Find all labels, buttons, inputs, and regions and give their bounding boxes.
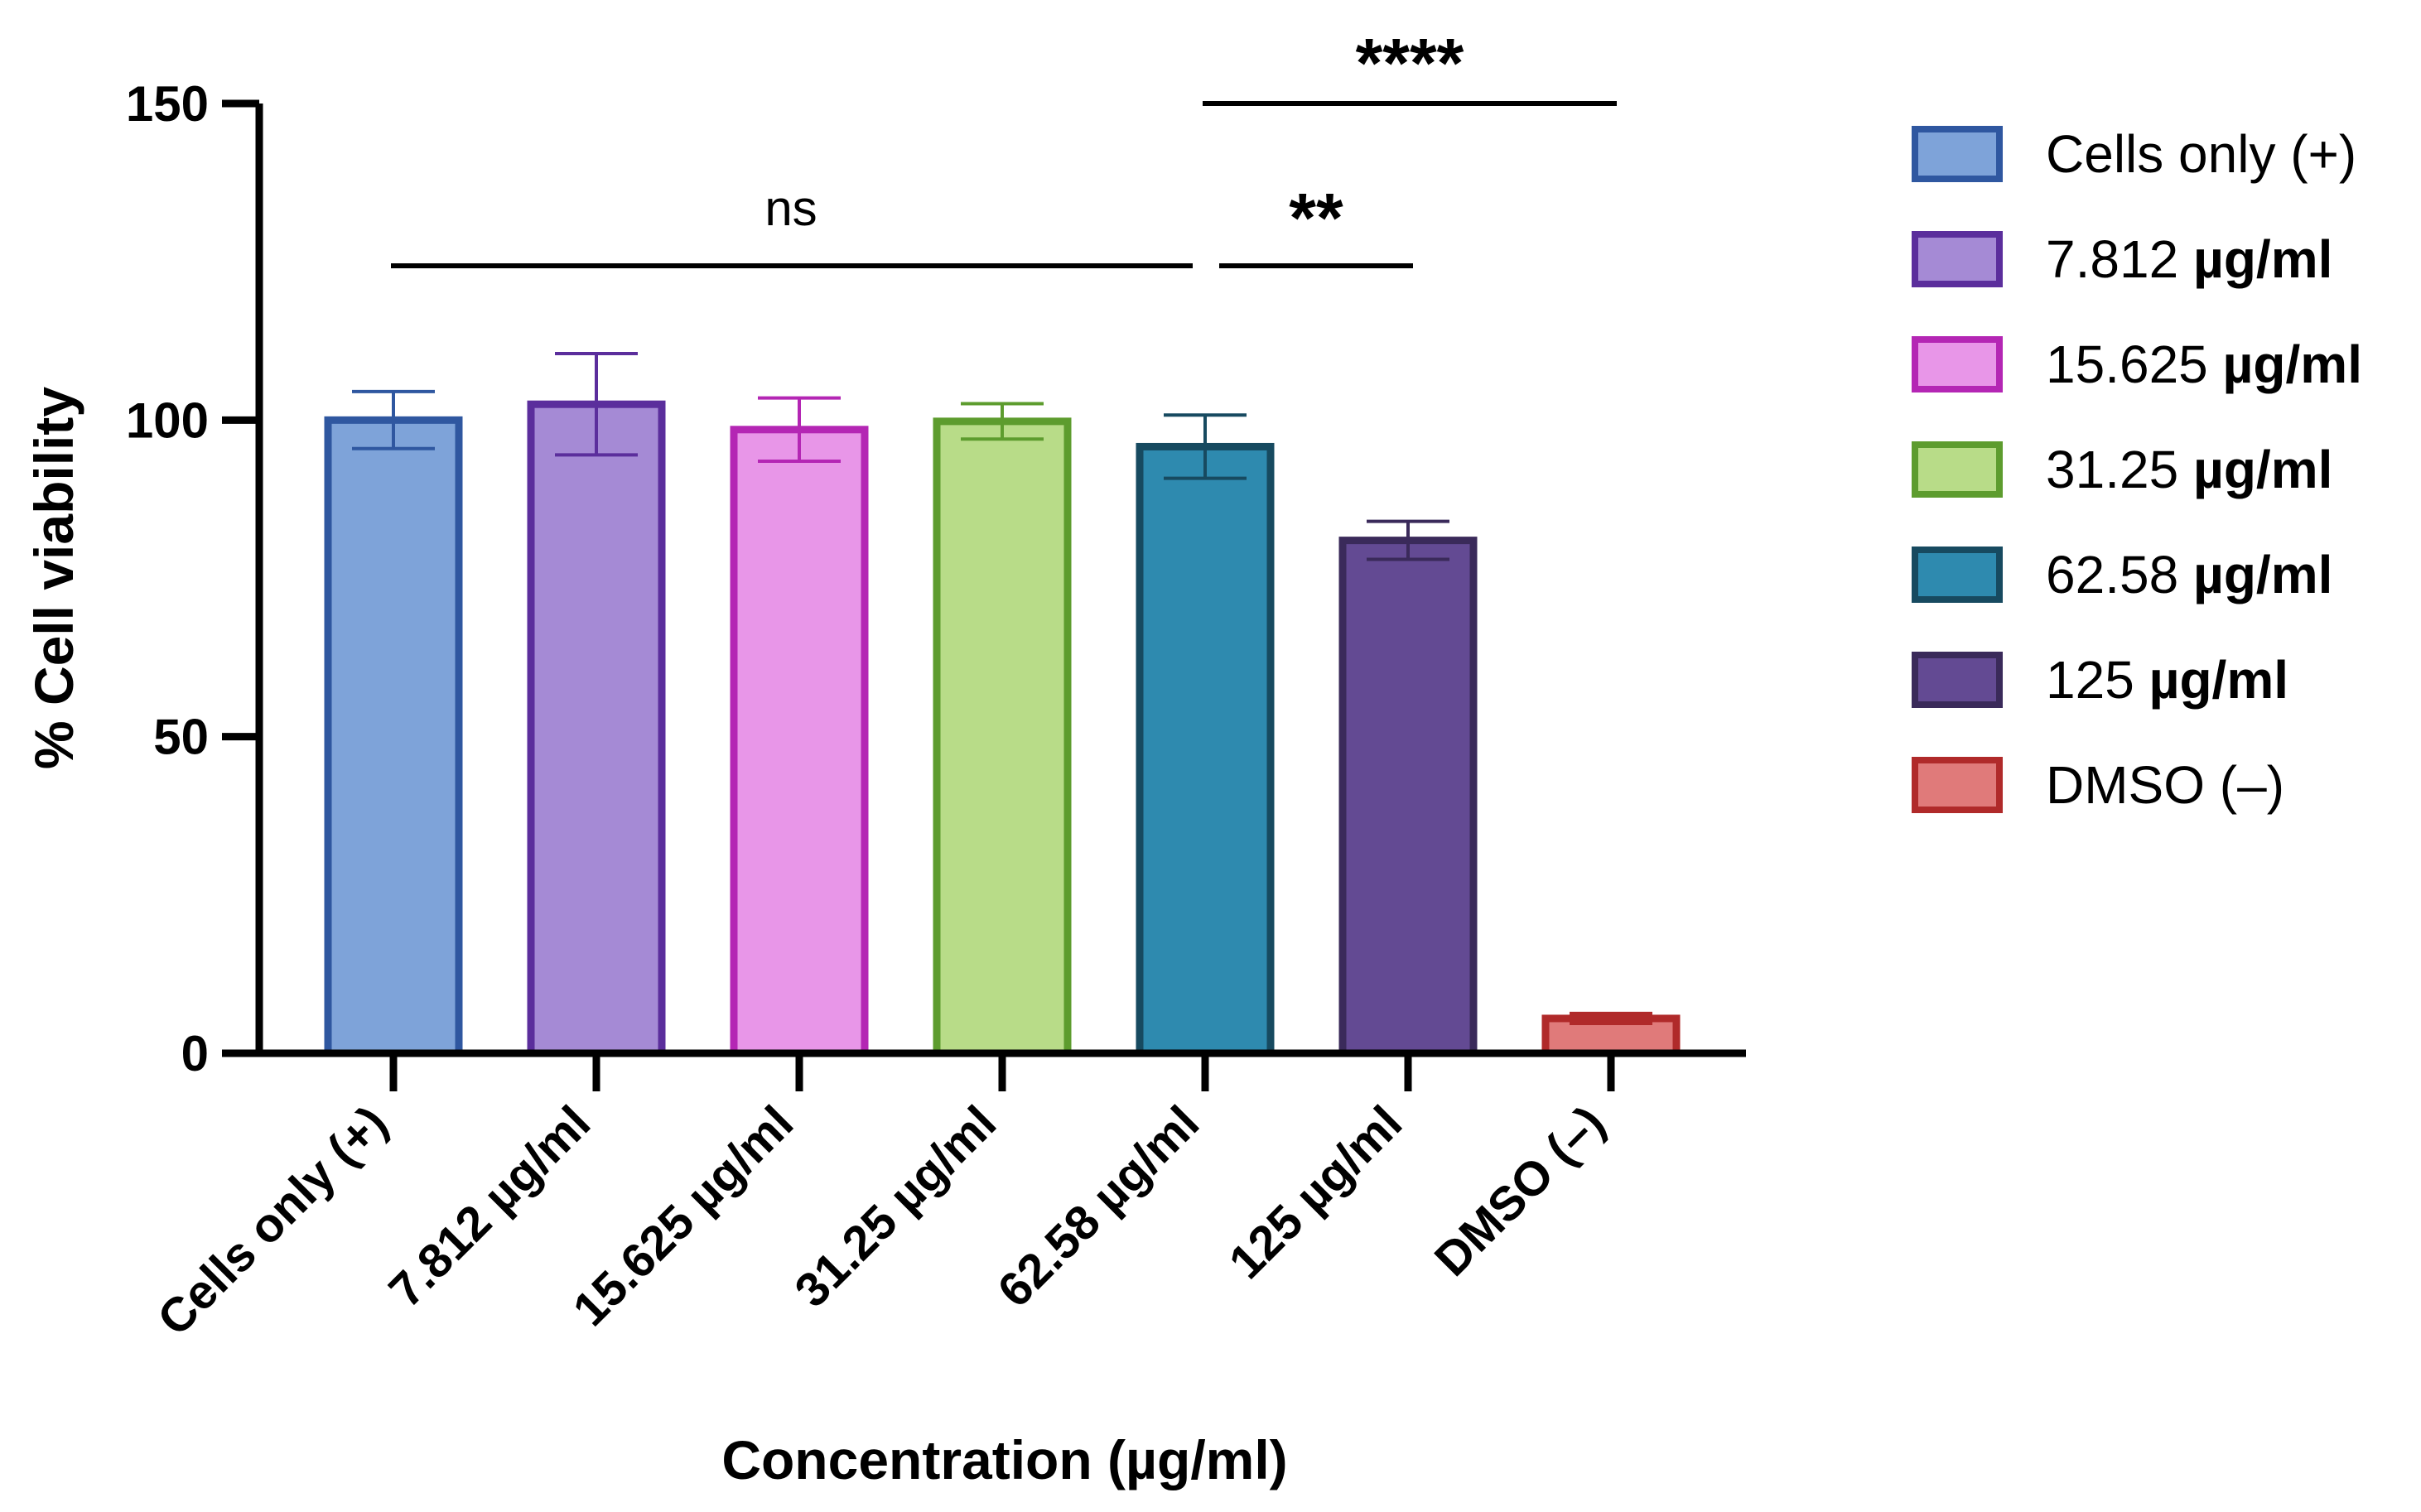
legend-swatch-4 <box>1912 441 2003 498</box>
bar-2 <box>527 400 666 1057</box>
legend-label-unit-5: µg/ml <box>2193 545 2332 604</box>
legend-label-7: DMSO (–) <box>2046 755 2284 815</box>
y-tick-label-50: 50 <box>153 710 209 765</box>
legend-label-value-4: 31.25 <box>2046 440 2193 499</box>
x-tick-label-1: Cells only (+) <box>147 1095 398 1346</box>
error-bar-3 <box>758 396 841 464</box>
significance-label-3: ** <box>1289 179 1343 257</box>
x-axis-title: Concentration (µg/ml) <box>721 1429 1287 1490</box>
y-tick-label-0: 0 <box>181 1026 209 1081</box>
bar-1 <box>324 416 463 1057</box>
legend-label-4: 31.25 µg/ml <box>2046 440 2332 499</box>
legend-swatch-7 <box>1912 757 2003 813</box>
x-tick-label-7: DMSO (–) <box>1425 1095 1616 1287</box>
bar-4 <box>933 417 1072 1057</box>
x-tick-label-5: 62.58 µg/ml <box>987 1095 1209 1317</box>
legend-label-value-5: 62.58 <box>2046 545 2193 604</box>
legend-label-unit-6: µg/ml <box>2149 650 2288 710</box>
error-bar-2 <box>555 352 638 457</box>
legend-label-3: 15.625 µg/ml <box>2046 335 2362 394</box>
y-axis-title: % Cell viability <box>23 387 84 769</box>
x-tick-label-2: 7.812 µg/ml <box>379 1095 600 1317</box>
legend-swatch-3 <box>1912 336 2003 392</box>
x-tick-label-4: 31.25 µg/ml <box>784 1095 1006 1317</box>
legend-label-1: Cells only (+) <box>2046 124 2356 184</box>
significance-label-2: ns <box>764 181 817 236</box>
legend-label-value-1: Cells only (+) <box>2046 124 2356 184</box>
legend-label-unit-2: µg/ml <box>2193 229 2332 289</box>
error-bar-6 <box>1367 519 1449 561</box>
legend-swatch-6 <box>1912 652 2003 708</box>
legend-swatch-5 <box>1912 547 2003 603</box>
legend-label-2: 7.812 µg/ml <box>2046 229 2332 289</box>
bar-6 <box>1338 537 1478 1057</box>
significance-label-1: **** <box>1356 24 1464 102</box>
legend-label-unit-4: µg/ml <box>2193 440 2332 499</box>
legend-label-5: 62.58 µg/ml <box>2046 545 2332 604</box>
bar-3 <box>730 426 869 1057</box>
error-bar-5 <box>1164 413 1247 480</box>
legend-swatch-2 <box>1912 231 2003 287</box>
y-tick-label-100: 100 <box>126 392 209 448</box>
legend-label-value-2: 7.812 <box>2046 229 2193 289</box>
legend-label-value-6: 125 <box>2046 650 2149 710</box>
legend-label-unit-3: µg/ml <box>2223 335 2362 394</box>
error-bar-1 <box>352 389 435 450</box>
bar-5 <box>1136 442 1275 1057</box>
error-bar-7 <box>1570 1011 1652 1026</box>
y-tick-label-150: 150 <box>126 76 209 132</box>
legend-label-value-3: 15.625 <box>2046 335 2223 394</box>
legend-swatch-1 <box>1912 126 2003 182</box>
error-bar-4 <box>961 402 1044 441</box>
x-tick-label-3: 15.625 µg/ml <box>562 1095 803 1336</box>
legend-label-6: 125 µg/ml <box>2046 650 2288 710</box>
x-tick-label-6: 125 µg/ml <box>1218 1095 1412 1289</box>
legend-label-value-7: DMSO (–) <box>2046 755 2284 815</box>
